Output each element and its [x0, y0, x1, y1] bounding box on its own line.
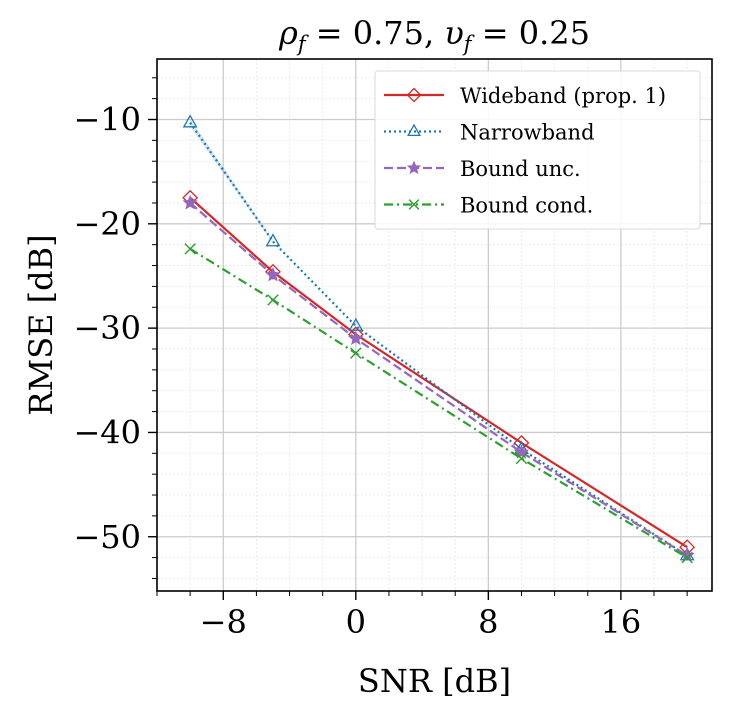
legend-label-bound-cond: Bound cond. [460, 194, 593, 218]
point-bound-cond [681, 551, 693, 564]
point-bound-unc [265, 266, 281, 282]
point-narrowband [182, 114, 198, 128]
y-tick-label: −40 [73, 413, 141, 451]
x-axis-label: SNR [dB] [358, 662, 511, 700]
x-tick-label: −8 [200, 603, 247, 641]
point-bound-unc [348, 330, 364, 346]
y-tick-label: −30 [73, 309, 141, 347]
legend-marker-narrowband [407, 123, 421, 137]
chart-title: ρf = 0.75, υf = 0.25 [278, 14, 590, 56]
point-bound-cond [267, 294, 279, 306]
point-bound-cond [350, 347, 362, 359]
point-narrowband [348, 317, 364, 331]
legend-marker-bound-cond [408, 199, 420, 210]
series-line-narrowband [189, 122, 688, 557]
y-axis-label: RMSE [dB] [22, 234, 60, 415]
legend-label-narrowband: Narrowband [460, 121, 595, 145]
legend-marker-wideband-prop-1 [406, 87, 422, 103]
legend-marker-bound-unc [406, 160, 422, 175]
plot-frame [156, 58, 713, 592]
legend-label-wideband-prop-1: Wideband (prop. 1) [460, 84, 666, 108]
x-tick-label: 0 [346, 603, 366, 641]
y-tick-label: −50 [73, 518, 141, 556]
legend-label-bound-unc: Bound unc. [460, 157, 581, 181]
series-line-bound-unc [189, 202, 688, 557]
legend: Wideband (prop. 1) Narrowband Bound unc. Bo… [374, 70, 701, 230]
series-layer [182, 114, 696, 564]
legend-box [374, 70, 701, 230]
y-tick-label: −10 [73, 101, 141, 139]
series-line-bound-cond [189, 247, 688, 559]
point-wideband-prop-1 [265, 263, 281, 280]
y-tick-label: −20 [73, 205, 141, 243]
point-bound-unc [182, 194, 198, 210]
axis-ticks: −8 0 8 16 −50 −40 −30 −20 −10 [73, 77, 688, 641]
x-tick-label: 16 [601, 603, 642, 641]
point-bound-cond [184, 243, 196, 255]
x-tick-label: 8 [478, 603, 498, 641]
point-bound-cond [515, 452, 528, 465]
point-narrowband [265, 233, 281, 247]
